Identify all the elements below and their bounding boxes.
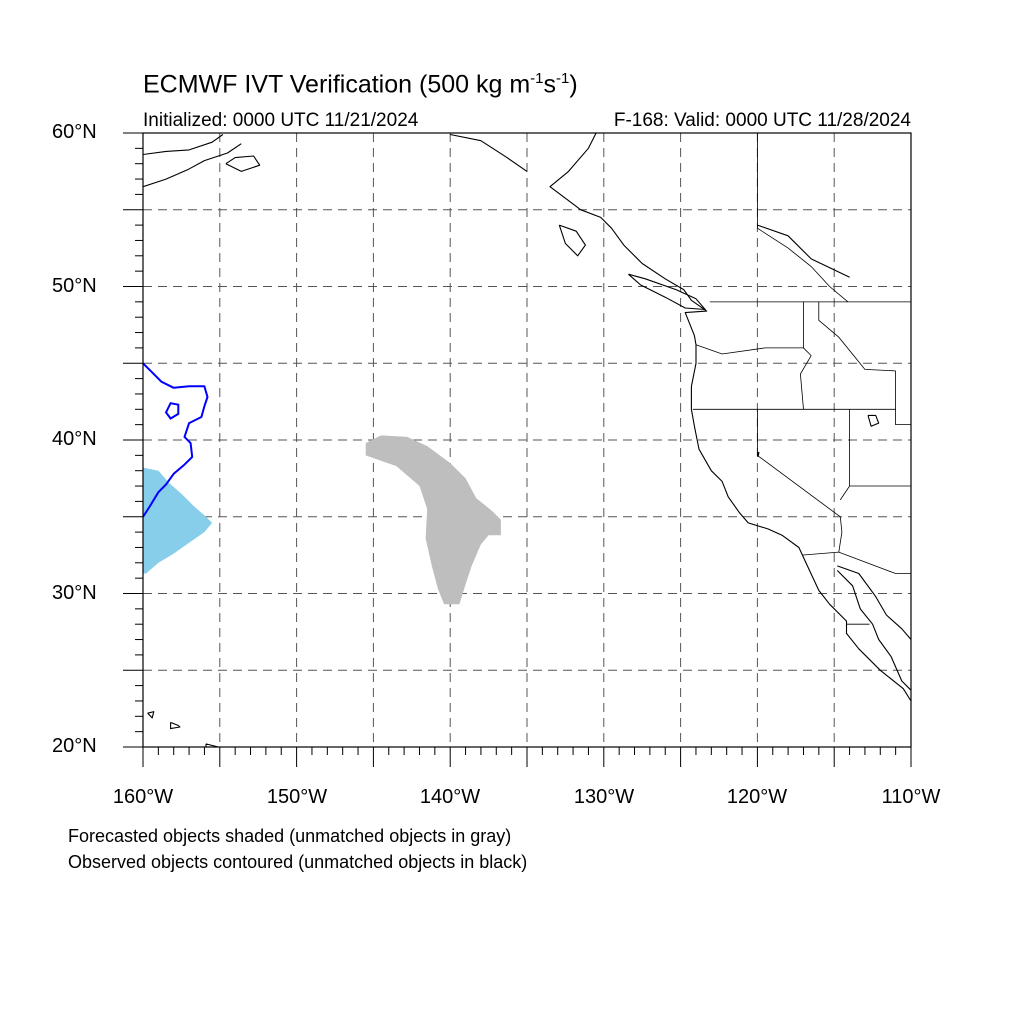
lon-label-130w: 130°W [573,786,635,808]
forecast-objects [143,435,501,605]
political-borders [692,133,911,625]
map-frame [142,132,912,748]
lon-label-160w: 160°W [112,786,174,808]
bc-alberta-border [757,133,849,303]
oregon-idaho-border [799,355,812,410]
washington-idaho-border [803,301,812,356]
observed-object-matched [143,362,209,518]
kodiak-island [225,155,261,172]
initialized-time: Initialized: 0000 UTC 11/21/2024 [143,110,419,131]
forecast-object-unmatched [365,435,501,605]
lat-label-50n: 50°N [52,275,97,297]
idaho-montana-border [818,301,896,372]
alaska-south-coast [143,143,242,188]
california-nevada-border [757,409,841,518]
great-salt-lake [867,414,880,427]
inland-lake-shore [757,224,850,278]
haida-gwaii [558,224,586,257]
observed-objects [143,362,209,518]
us-mexico-border [801,551,911,574]
hawaii-oahu-maui [170,721,181,730]
mexico-mainland-coast [837,565,911,640]
lat-label-40n: 40°N [52,428,97,450]
chart-title: ECMWF IVT Verification (500 kg m-1s-1) [143,70,578,99]
observed-object-matched-inner [164,402,180,420]
lon-label-120w: 120°W [726,786,788,808]
lon-label-110w: 110°W [881,786,941,808]
lat-label-60n: 60°N [52,121,97,143]
lon-label-140w: 140°W [419,786,481,808]
valid-time: F-168: Valid: 0000 UTC 11/28/2024 [613,110,911,131]
land-outlines [143,133,911,747]
southeast-alaska-coast [450,133,528,172]
north-america-coast [549,133,911,702]
hawaii-kauai [147,711,155,719]
baja-gulf-coast [836,570,911,691]
observed-legend-note: Observed objects contoured (unmatched ob… [68,852,528,872]
forecast-object-matched [143,467,213,574]
lat-label-20n: 20°N [52,735,97,757]
lat-label-30n: 30°N [52,582,97,604]
graticule-grid [143,133,911,747]
forecast-legend-note: Forecasted objects shaded (unmatched obj… [68,826,512,846]
alaska-peninsula [143,134,224,156]
california-arizona-border [838,516,843,553]
wyoming-west-border [895,370,911,426]
hawaii-big-island [205,743,219,747]
washington-oregon-border [695,344,804,355]
vancouver-island [628,273,706,311]
axis-ticks [123,132,912,767]
lon-label-150w: 150°W [266,786,328,808]
nevada-utah-border [839,409,850,501]
